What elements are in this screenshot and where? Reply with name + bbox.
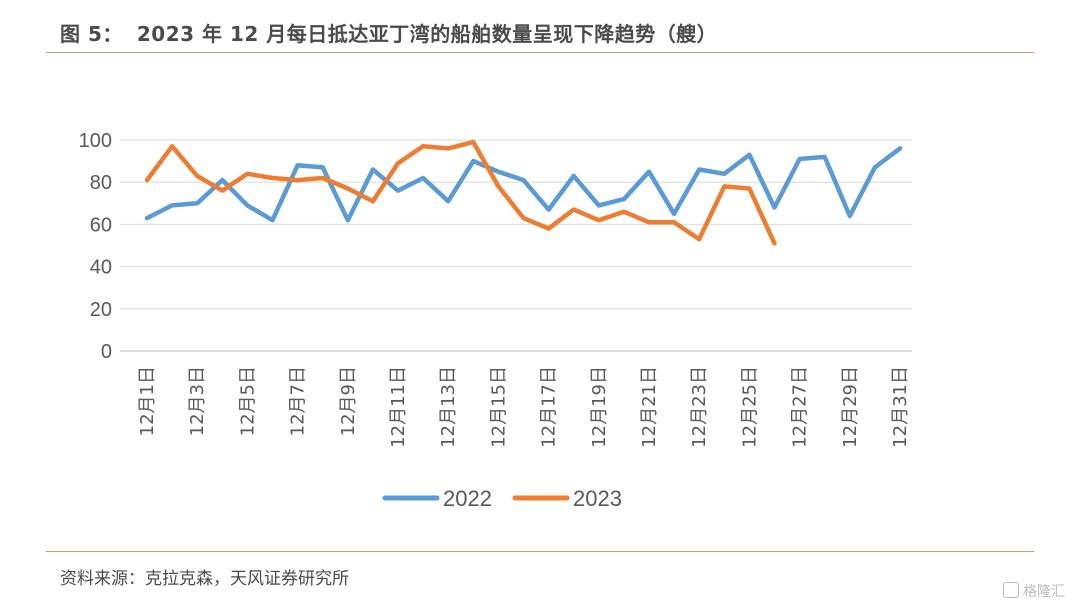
series-line-2023	[144, 139, 777, 246]
x-tick-label: 12月25日	[739, 366, 760, 448]
y-tick-label: 100	[79, 130, 112, 152]
x-tick-label: 12月19日	[589, 366, 610, 448]
legend-label: 2023	[573, 486, 622, 511]
x-tick-label: 12月13日	[438, 366, 459, 448]
series-lines	[144, 139, 903, 246]
x-tick-label: 12月17日	[539, 366, 560, 448]
y-axis-ticks: 0 20 40 60 80 100	[79, 130, 112, 363]
figure-label: 图 5：	[60, 22, 123, 46]
y-tick-label: 20	[90, 299, 112, 321]
source-note: 资料来源：克拉克森，天风证券研究所	[60, 569, 349, 589]
x-tick-label: 12月1日	[137, 366, 158, 436]
x-tick-label: 12月27日	[790, 366, 811, 448]
gridlines	[120, 139, 912, 352]
x-tick-label: 12月15日	[488, 366, 509, 448]
watermark-text: 格隆汇	[1023, 584, 1065, 600]
watermark-logo-icon	[1003, 582, 1019, 598]
x-tick-label: 12月31日	[890, 366, 911, 448]
x-tick-label: 12月29日	[840, 366, 861, 448]
x-tick-label: 12月9日	[338, 366, 359, 436]
series-line-2022	[144, 146, 903, 223]
x-tick-label: 12月21日	[639, 366, 660, 448]
x-tick-label: 12月7日	[288, 366, 309, 436]
legend: 2022 2023	[382, 486, 622, 511]
figure-title-text: 2023 年 12 月每日抵达亚丁湾的船舶数量呈现下降趋势（艘）	[136, 22, 718, 46]
y-tick-label: 0	[101, 341, 112, 363]
x-tick-label: 12月3日	[187, 366, 208, 436]
bottom-divider	[46, 551, 1034, 552]
x-tick-label: 12月5日	[237, 366, 258, 436]
y-tick-label: 40	[90, 257, 112, 279]
chart-title: 图 5： 2023 年 12 月每日抵达亚丁湾的船舶数量呈现下降趋势（艘）	[60, 18, 717, 47]
watermark: 格隆汇	[1003, 581, 1065, 601]
y-tick-label: 60	[90, 214, 112, 236]
x-axis: 12月1日 12月3日 12月5日 12月7日 12月9日 12月11日 12月13日 12月…	[137, 366, 911, 448]
legend-label: 2022	[443, 486, 492, 511]
y-tick-label: 80	[90, 172, 112, 194]
x-tick-label: 12月11日	[388, 366, 409, 448]
top-divider	[46, 52, 1034, 53]
x-tick-label: 12月23日	[689, 366, 710, 448]
